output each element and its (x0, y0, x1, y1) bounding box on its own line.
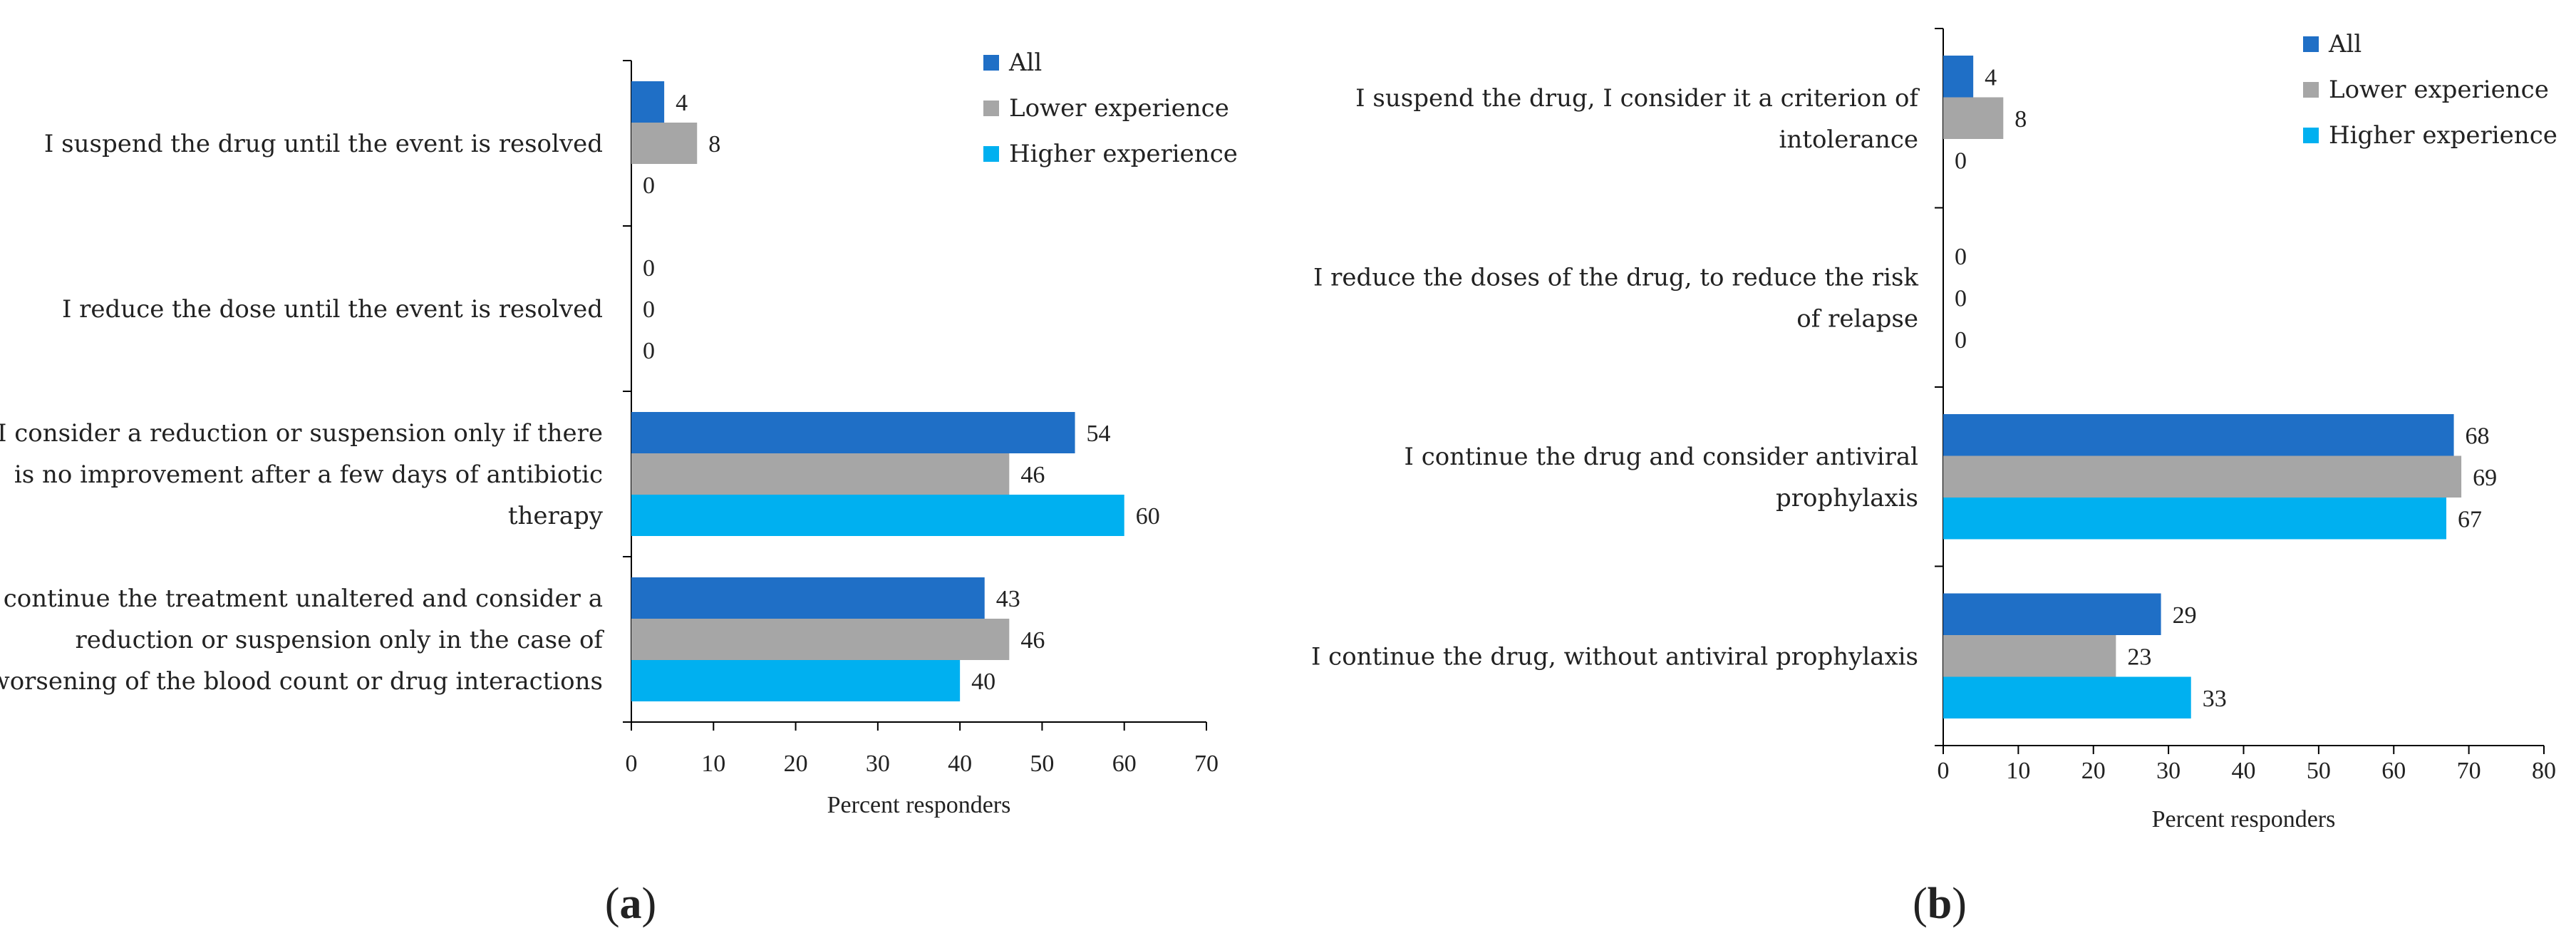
legend-swatch (983, 146, 999, 162)
x-tick-label: 20 (2081, 758, 2106, 784)
data-label: 46 (1020, 627, 1045, 654)
category-label: I continue the drug, without antiviral p… (1311, 642, 1918, 671)
x-tick-label: 40 (948, 751, 972, 777)
x-tick-label: 0 (626, 751, 638, 777)
panel-label-a: (a) (605, 880, 656, 928)
bar-all (1943, 414, 2454, 456)
data-label: 33 (2203, 686, 2227, 712)
bar-all (631, 81, 665, 123)
legend-swatch (983, 55, 999, 71)
data-label: 40 (971, 669, 995, 695)
data-label: 43 (996, 586, 1020, 612)
x-tick-label: 30 (2156, 758, 2181, 784)
category-label: intolerance (1779, 125, 1918, 154)
bar-lower-experience (631, 453, 1010, 495)
bar-higher-experience (631, 495, 1124, 536)
x-tick-label: 50 (1030, 751, 1054, 777)
legend-swatch (2303, 82, 2319, 98)
legend-label: All (2328, 30, 2362, 58)
x-tick-label: 40 (2232, 758, 2256, 784)
category-label: I reduce the doses of the drug, to reduc… (1313, 263, 1918, 292)
x-tick-label: 50 (2307, 758, 2331, 784)
legend-label: Lower experience (2329, 76, 2549, 104)
data-label: 0 (1955, 327, 1967, 354)
data-label: 0 (1955, 285, 1967, 311)
bar-lower-experience (1943, 455, 2462, 498)
bar-all (1943, 593, 2161, 635)
x-tick-label: 10 (701, 751, 725, 777)
data-label: 4 (676, 90, 688, 116)
bar-lower-experience (631, 123, 698, 164)
bar-higher-experience (631, 660, 961, 701)
data-label: 68 (2466, 423, 2490, 449)
category-label: worsening of the blood count or drug int… (0, 667, 603, 696)
x-tick-label: 0 (1938, 758, 1950, 784)
data-label: 46 (1020, 462, 1045, 488)
data-label: 0 (643, 338, 655, 364)
category-label: I continue the treatment unaltered and c… (0, 584, 603, 613)
data-label: 54 (1087, 421, 1111, 447)
bar-all (631, 412, 1075, 453)
category-label: I continue the drug and consider antivir… (1405, 443, 1919, 471)
data-label: 60 (1136, 503, 1160, 530)
data-label: 8 (2014, 106, 2027, 133)
category-label: I suspend the drug until the event is re… (44, 130, 603, 158)
legend-label: All (1008, 48, 1042, 77)
legend-label: Higher experience (1009, 140, 1238, 168)
legend-swatch (2303, 128, 2319, 143)
x-tick-label: 30 (866, 751, 890, 777)
x-tick-label: 70 (2457, 758, 2481, 784)
x-tick-label: 80 (2532, 758, 2556, 784)
x-axis-label: Percent responders (827, 792, 1011, 818)
category-label: I reduce the dose until the event is res… (62, 295, 603, 324)
x-tick-label: 60 (1112, 751, 1137, 777)
data-label: 0 (643, 172, 655, 199)
data-label: 29 (2173, 602, 2197, 629)
bar-lower-experience (1943, 97, 2004, 139)
data-label: 8 (708, 131, 720, 158)
x-axis-label: Percent responders (2152, 806, 2336, 833)
x-tick-label: 20 (784, 751, 808, 777)
x-tick-label: 60 (2381, 758, 2406, 784)
data-label: 0 (643, 297, 655, 323)
data-label: 0 (643, 255, 655, 282)
legend-label: Higher experience (2329, 121, 2557, 150)
category-label: of relapse (1796, 304, 1918, 333)
bar-all (631, 577, 985, 619)
category-label: is no improvement after a few days of an… (14, 460, 603, 489)
legend-swatch (2303, 36, 2319, 52)
bar-higher-experience (1943, 498, 2447, 540)
category-label: I consider a reduction or suspension onl… (0, 419, 603, 448)
bar-all (1943, 56, 1974, 98)
data-label: 23 (2127, 644, 2151, 670)
x-tick-label: 10 (2006, 758, 2030, 784)
legend-swatch (983, 101, 999, 116)
data-label: 69 (2473, 465, 2497, 491)
bar-higher-experience (1943, 676, 2191, 718)
data-label: 0 (1955, 244, 1967, 270)
category-label: therapy (508, 502, 604, 530)
data-label: 67 (2458, 506, 2482, 532)
x-tick-label: 70 (1194, 751, 1219, 777)
bar-lower-experience (1943, 635, 2116, 677)
panel-label-b: (b) (1913, 880, 1967, 928)
data-label: 4 (1985, 64, 1997, 91)
data-label: 0 (1955, 148, 1967, 174)
category-label: I suspend the drug, I consider it a crit… (1355, 84, 1920, 113)
bar-lower-experience (631, 619, 1010, 660)
legend-label: Lower experience (1009, 94, 1229, 123)
category-label: prophylaxis (1776, 484, 1918, 512)
category-label: reduction or suspension only in the case… (76, 626, 605, 654)
